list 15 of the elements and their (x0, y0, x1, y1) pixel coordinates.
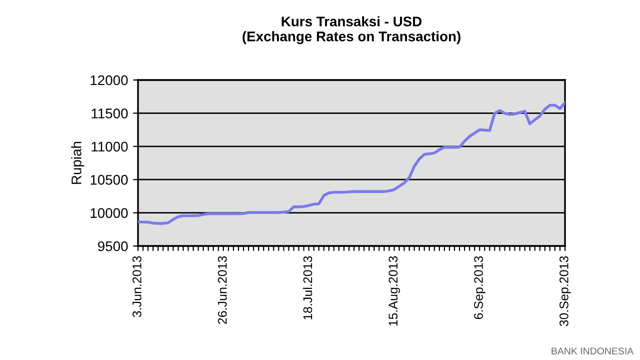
y-axis-title: Rupiah (71, 142, 84, 184)
x-tick-label: 18.Jul.2013 (302, 256, 312, 320)
x-tick-label: 3.Jun.2013 (132, 256, 142, 318)
chart-title: Kurs Transaksi - USD (Exchange Rates on Transaction) (242, 16, 460, 44)
x-tick-label: 30.Sep.2013 (560, 256, 571, 326)
x-tick-label: 15.Aug.2013 (388, 256, 400, 326)
y-tick-label: 9500 (98, 241, 128, 252)
y-tick-label: 11000 (92, 142, 128, 152)
x-tick-label: 26.Jun.2013 (218, 256, 227, 324)
y-tick-label: 10500 (90, 174, 128, 185)
y-tick-label: 12000 (90, 75, 128, 86)
y-tick-label: 11500 (92, 108, 128, 118)
text: BANK INDONESIA (552, 348, 634, 354)
x-tick-label: 6.Sep.2013 (474, 256, 486, 320)
y-tick-label: 10000 (90, 208, 128, 218)
